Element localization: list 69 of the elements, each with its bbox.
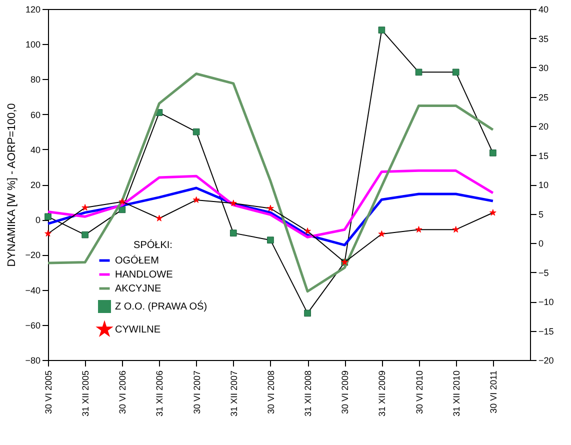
legend-label: OGÓŁEM	[115, 254, 159, 266]
point	[304, 228, 311, 234]
x-tick-label: 30 VI 2008	[266, 370, 276, 414]
y-tick-label: −80	[25, 356, 40, 366]
point	[44, 213, 52, 220]
y2-tick-label: −10	[538, 297, 554, 307]
point	[415, 226, 422, 233]
y-tick-label: −20	[25, 250, 40, 260]
y2-tick-label: 10	[538, 180, 549, 190]
point	[490, 150, 496, 156]
point	[118, 206, 126, 214]
point	[230, 230, 237, 236]
point	[304, 310, 311, 317]
x-tick-label: 31 XII 2010	[451, 370, 462, 417]
y2-tick-label: 0	[538, 238, 544, 248]
point	[82, 231, 88, 238]
point	[192, 196, 200, 203]
y2-tick-label: 5	[538, 209, 544, 220]
point	[44, 230, 52, 237]
x-tick-label: 31 XII 2007	[228, 370, 239, 417]
line-series	[46, 169, 494, 238]
point	[230, 200, 237, 206]
point	[267, 204, 274, 212]
y2-tick-label: 20	[538, 122, 549, 132]
y2-tick-label: −15	[538, 326, 554, 336]
x-tick-label: 31 XII 2008	[303, 370, 314, 417]
x-tick-label: 31 XII 2006	[154, 370, 165, 417]
point	[452, 68, 460, 76]
y-tick-label: −60	[25, 320, 40, 330]
y-tick-label: 60	[30, 110, 40, 120]
y-tick-label: 40	[30, 144, 40, 155]
x-tick-label: 30 VI 2005	[44, 370, 54, 414]
point	[267, 236, 274, 244]
point	[378, 26, 386, 34]
y2-tick-label: 15	[538, 150, 549, 161]
legend-label: Z O.O. (PRAWA OŚ)	[115, 300, 208, 312]
y2-tick-label: 40	[538, 4, 549, 14]
x-tick-label: 30 VI 2010	[414, 370, 424, 414]
line-series	[46, 72, 494, 293]
y-tick-label: 100	[25, 40, 40, 50]
x-tick-label: 30 VI 2006	[118, 370, 128, 414]
y2-tick-label: −20	[538, 356, 554, 366]
y-tick-label: 0	[35, 215, 40, 226]
point	[82, 204, 89, 211]
point	[192, 128, 200, 136]
x-tick-label: 30 VI 2009	[340, 370, 350, 414]
y2-tick-label: −5	[538, 268, 549, 278]
y-tick-label: 80	[30, 74, 40, 85]
legend-label: AKCYJNE	[115, 284, 162, 294]
x-tick-label: 31 XII 2005	[80, 370, 91, 417]
legend-label: HANDLOWE	[115, 270, 174, 280]
legend-label: CYWILNE	[115, 324, 161, 336]
x-tick-label: 30 VI 2011	[488, 370, 498, 414]
point	[118, 198, 126, 205]
y2-tick-label: 30	[538, 63, 549, 73]
point	[415, 68, 422, 76]
point	[452, 226, 460, 233]
y-axis-title: DYNAMIKA [W %] - AORP=100,0	[6, 103, 18, 267]
point	[156, 214, 163, 222]
y2-tick-label: 35	[538, 34, 549, 44]
y-tick-label: 20	[30, 180, 40, 190]
point	[378, 230, 386, 237]
y-tick-label: 120	[25, 4, 40, 14]
point	[489, 209, 496, 216]
x-tick-label: 31 XII 2009	[377, 370, 388, 417]
y2-tick-label: 25	[538, 92, 549, 102]
x-tick-label: 30 VI 2007	[192, 370, 202, 414]
legend-title: SPÓŁKI:	[134, 239, 172, 251]
y-tick-label: −40	[25, 285, 40, 296]
